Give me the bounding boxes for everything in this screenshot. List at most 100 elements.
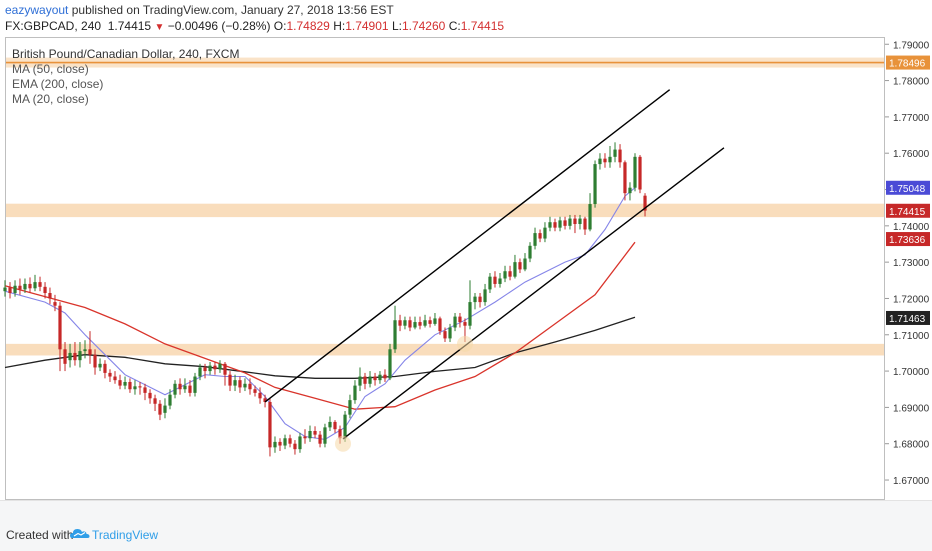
- price-tag-bg: [886, 232, 930, 247]
- candle-body: [293, 443, 297, 450]
- chart-frame[interactable]: [5, 37, 885, 500]
- candle-body: [433, 318, 437, 324]
- candle-body: [333, 421, 337, 430]
- candle: [433, 312, 437, 326]
- candle-body: [608, 156, 612, 163]
- candle-body: [118, 380, 122, 386]
- candle-body: [513, 262, 517, 277]
- moving-averages: [4, 187, 636, 440]
- candle-body: [228, 374, 232, 386]
- brand-link[interactable]: TradingView: [92, 528, 159, 542]
- candle: [358, 367, 362, 392]
- ema200-line: [4, 316, 636, 379]
- candle-body: [528, 245, 532, 259]
- candle-body: [198, 367, 202, 377]
- legend-ma20[interactable]: MA (20, close): [12, 92, 89, 106]
- candle: [573, 214, 577, 234]
- candle: [73, 342, 77, 366]
- candle-body: [263, 398, 267, 402]
- candle: [83, 340, 87, 359]
- candle-body: [138, 386, 142, 388]
- candle-body: [453, 316, 457, 328]
- candle: [488, 273, 492, 294]
- candle-body: [168, 394, 172, 406]
- candle: [173, 380, 177, 399]
- candle-body: [588, 204, 592, 230]
- candle: [438, 316, 442, 335]
- candle: [28, 277, 32, 294]
- candle-body: [78, 351, 82, 361]
- candle-body: [468, 302, 472, 326]
- candle: [183, 378, 187, 393]
- candle-body: [303, 436, 307, 439]
- candle: [208, 362, 212, 375]
- candle: [563, 216, 567, 230]
- candle: [138, 381, 142, 395]
- candle: [38, 276, 42, 292]
- candle: [263, 394, 267, 408]
- candle-body: [28, 283, 32, 289]
- candle-body: [378, 374, 382, 381]
- candle: [423, 314, 427, 328]
- candle-body: [348, 400, 352, 415]
- candle-body: [218, 363, 222, 370]
- high-value: 1.74901: [345, 19, 389, 33]
- candle-body: [403, 320, 407, 326]
- legend-ma50[interactable]: MA (50, close): [12, 62, 89, 76]
- candle-body: [413, 322, 417, 328]
- candle: [253, 385, 257, 397]
- candle: [128, 378, 132, 393]
- candle: [113, 371, 117, 384]
- candle: [243, 378, 247, 392]
- candle: [558, 216, 562, 232]
- candle-body: [308, 431, 312, 439]
- candle-body: [33, 282, 37, 289]
- candle: [468, 280, 472, 330]
- low-label: L:: [391, 19, 402, 33]
- candle: [303, 429, 307, 444]
- candle: [223, 362, 227, 386]
- candle-body: [628, 187, 632, 194]
- candle-body: [353, 385, 357, 401]
- candle: [93, 349, 97, 375]
- candle-body: [358, 376, 362, 386]
- price-tag-ma50: 1.73636: [886, 232, 930, 247]
- candle-body: [13, 285, 17, 294]
- price-tag-text: 1.75048: [889, 184, 926, 195]
- candle: [193, 372, 197, 397]
- candle-body: [633, 156, 637, 188]
- y-tick-label-12: 1.79000: [893, 40, 930, 51]
- candle: [78, 342, 82, 368]
- candle: [478, 293, 482, 308]
- y-tick-label-4: 1.71000: [893, 331, 930, 342]
- candle-body: [58, 305, 62, 350]
- candle: [238, 376, 242, 393]
- candle: [643, 193, 647, 217]
- candle-body: [143, 387, 147, 393]
- candle: [178, 378, 182, 395]
- candle: [453, 312, 457, 332]
- price-tag-resistance: 1.78496: [886, 55, 930, 70]
- price-tag-text: 1.73636: [889, 235, 926, 246]
- candle: [43, 282, 47, 299]
- candle: [528, 242, 532, 263]
- close-label: C:: [448, 19, 461, 33]
- candle-body: [8, 287, 12, 294]
- candle-body: [393, 320, 397, 350]
- author-link[interactable]: eazywayout: [5, 3, 69, 17]
- open-value: 1.74829: [286, 19, 330, 33]
- candle-body: [53, 302, 57, 306]
- candle: [133, 380, 137, 395]
- candle-body: [3, 287, 7, 292]
- legend-ema200[interactable]: EMA (200, close): [12, 77, 104, 91]
- candle-body: [373, 376, 377, 381]
- y-tick-label-5: 1.72000: [893, 294, 930, 305]
- candle-body: [343, 414, 347, 439]
- candle-body: [388, 349, 392, 379]
- candle: [578, 214, 582, 230]
- candle: [588, 193, 592, 232]
- candle-body: [148, 392, 152, 399]
- candle-body: [503, 271, 507, 279]
- candle: [533, 227, 537, 250]
